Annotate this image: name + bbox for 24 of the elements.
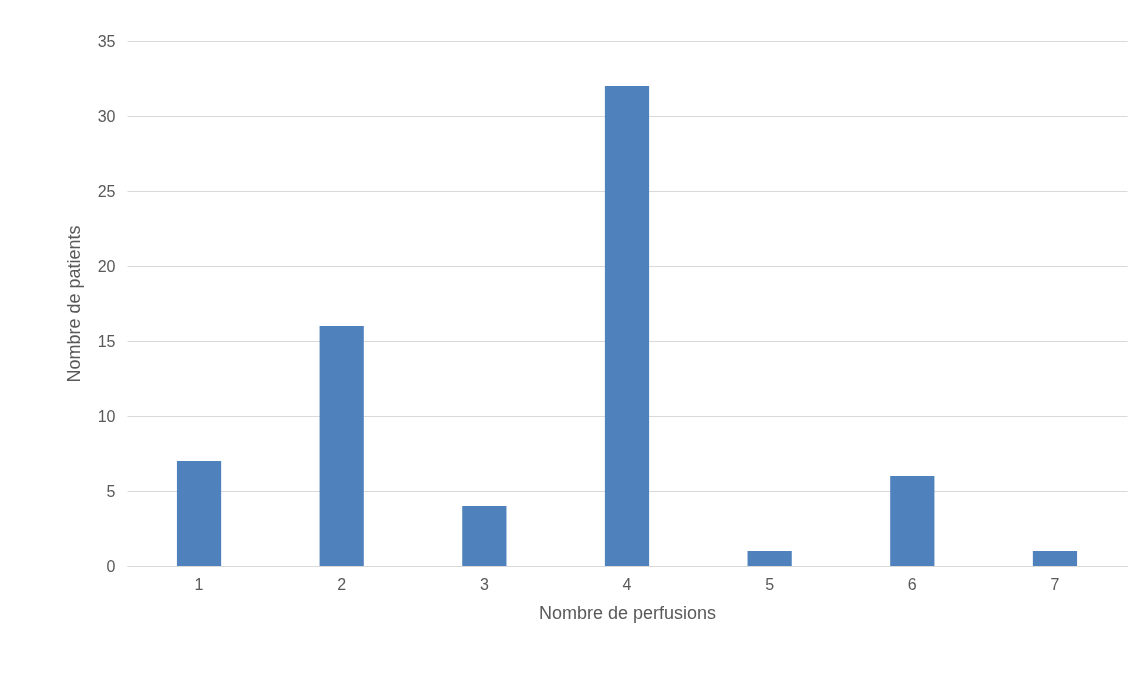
y-tick-label: 35 — [97, 32, 116, 50]
x-tick-label: 3 — [479, 575, 489, 593]
y-tick-label: 25 — [97, 182, 116, 200]
bar — [176, 461, 222, 566]
x-tick-label: 4 — [622, 575, 632, 593]
y-axis-title: Nombre de patients — [63, 225, 84, 383]
x-tick-label: 7 — [1050, 575, 1060, 593]
y-tick-label: 0 — [106, 557, 116, 575]
x-axis-title: Nombre de perfusions — [538, 602, 717, 623]
bar — [747, 551, 792, 566]
bar — [462, 506, 507, 566]
bar — [1032, 551, 1078, 566]
bar — [604, 86, 650, 566]
y-tick-label: 10 — [97, 407, 116, 425]
x-tick-label: 2 — [337, 575, 347, 593]
y-tick-label: 5 — [106, 482, 116, 500]
x-tick-label: 1 — [194, 575, 204, 593]
bar — [890, 476, 935, 566]
x-tick-label: 5 — [765, 575, 775, 593]
bar — [319, 326, 364, 566]
y-tick-label: 20 — [97, 257, 116, 275]
x-tick-label: 6 — [907, 575, 917, 593]
y-tick-label: 15 — [97, 332, 116, 350]
y-tick-label: 30 — [97, 107, 116, 125]
